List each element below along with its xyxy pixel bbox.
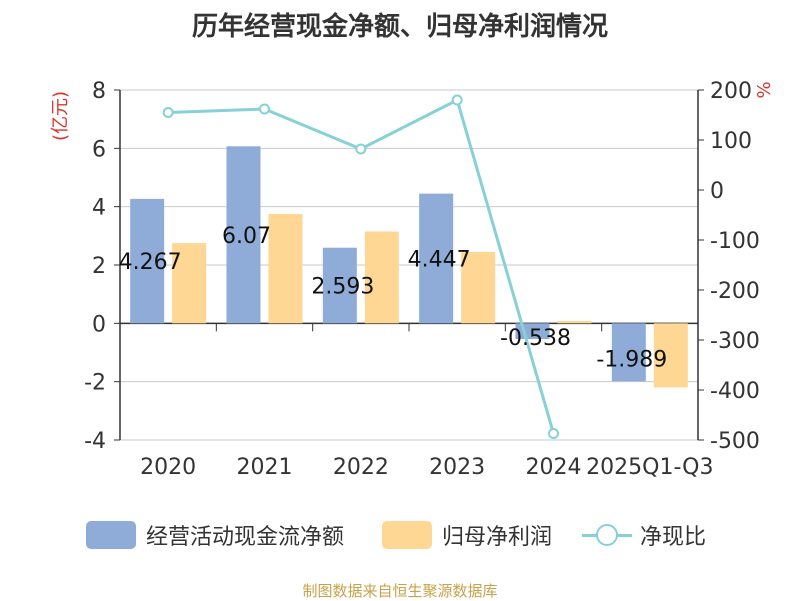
legend-swatch-cashflow (86, 521, 136, 549)
left-tick-label: -2 (84, 371, 106, 396)
left-tick-label: 2 (92, 254, 106, 279)
x-tick-label: 2020 (140, 455, 196, 480)
legend-swatch-net-profit (382, 521, 432, 549)
x-tick-label: 2021 (237, 455, 293, 480)
left-tick-label: 8 (92, 79, 106, 104)
data-label-cashflow: 4.447 (408, 247, 471, 272)
bar-net-profit (364, 231, 399, 324)
left-axis-unit: (亿元) (50, 91, 71, 141)
right-tick-label: -300 (710, 329, 760, 354)
right-tick-label: -400 (710, 379, 760, 404)
legend-label-net-profit: 归母净利润 (442, 525, 553, 550)
point-cash-ratio (355, 143, 367, 155)
legend-item-cashflow[interactable]: 经营活动现金流净额 (86, 516, 344, 554)
legend-label-cash-ratio: 净现比 (640, 525, 707, 550)
point-cash-ratio (259, 103, 270, 115)
bar-cashflow (130, 198, 165, 324)
bar-net-profit (653, 323, 688, 388)
bar-cashflow (226, 146, 261, 324)
point-cash-ratio (548, 428, 559, 439)
legend-item-cash-ratio[interactable]: 净现比 (582, 516, 706, 554)
legend-label-cashflow: 经营活动现金流净额 (146, 525, 345, 550)
point-cash-ratio (162, 107, 174, 118)
left-tick-label: 0 (92, 312, 106, 337)
right-tick-label: -200 (710, 279, 760, 304)
x-tick-label: 2022 (333, 455, 389, 480)
right-tick-label: 0 (710, 179, 724, 204)
legend: 经营活动现金流净额 归母净利润 净现比 (0, 516, 800, 556)
right-axis-unit: % (754, 81, 775, 98)
chart-title: 历年经营现金净额、归母净利润情况 (191, 12, 608, 42)
data-label-cashflow: -1.989 (596, 347, 667, 372)
legend-item-net-profit[interactable]: 归母净利润 (382, 516, 552, 554)
right-tick-label: 200 (710, 79, 752, 104)
bar-net-profit (557, 321, 592, 324)
data-label-cashflow: 4.267 (119, 250, 182, 275)
bar-net-profit (461, 251, 496, 324)
data-source-note: 制图数据来自恒生聚源数据库 (302, 582, 498, 600)
x-tick-label: 2024 (526, 455, 582, 480)
left-tick-label: 6 (92, 137, 106, 162)
bar-cashflow (611, 323, 646, 382)
legend-line-marker-icon (582, 521, 632, 549)
right-tick-label: 100 (710, 129, 752, 154)
data-label-cashflow: -0.538 (500, 326, 571, 351)
data-label-cashflow: 2.593 (311, 275, 374, 300)
x-tick-label: 2025Q1-Q3 (586, 455, 713, 480)
data-label-cashflow: 6.07 (222, 224, 271, 249)
x-tick-label: 2023 (429, 455, 485, 480)
left-tick-label: -4 (84, 429, 106, 454)
bar-cashflow (419, 193, 454, 324)
point-cash-ratio (451, 94, 463, 106)
bar-net-profit (172, 243, 207, 324)
bar-net-profit (268, 213, 303, 324)
right-tick-label: -100 (710, 229, 760, 254)
left-tick-label: 4 (92, 196, 106, 221)
right-tick-label: -500 (710, 429, 760, 454)
bar-cashflow (322, 247, 357, 324)
